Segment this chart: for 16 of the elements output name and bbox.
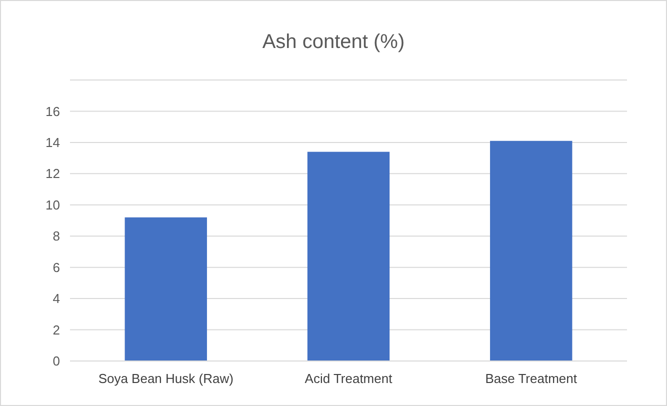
bar (490, 140, 572, 361)
y-tick-label: 2 (52, 322, 60, 338)
y-tick-label: 16 (46, 104, 60, 119)
x-tick-label: Acid Treatment (304, 371, 393, 386)
y-tick-label: 0 (52, 354, 60, 369)
y-tick-label: 12 (46, 166, 60, 182)
bar (307, 152, 390, 361)
y-tick-label: 10 (46, 197, 60, 212)
chart-title: Ash content (%) (262, 31, 405, 53)
y-tick-label: 14 (46, 134, 60, 150)
x-tick-label: Soya Bean Husk (Raw) (98, 371, 234, 386)
y-tick-label: 8 (52, 228, 60, 244)
x-tick-label: Base Treatment (485, 371, 578, 386)
y-tick-label: 6 (52, 260, 60, 275)
bar (124, 217, 207, 361)
y-tick-label: 4 (52, 291, 60, 306)
